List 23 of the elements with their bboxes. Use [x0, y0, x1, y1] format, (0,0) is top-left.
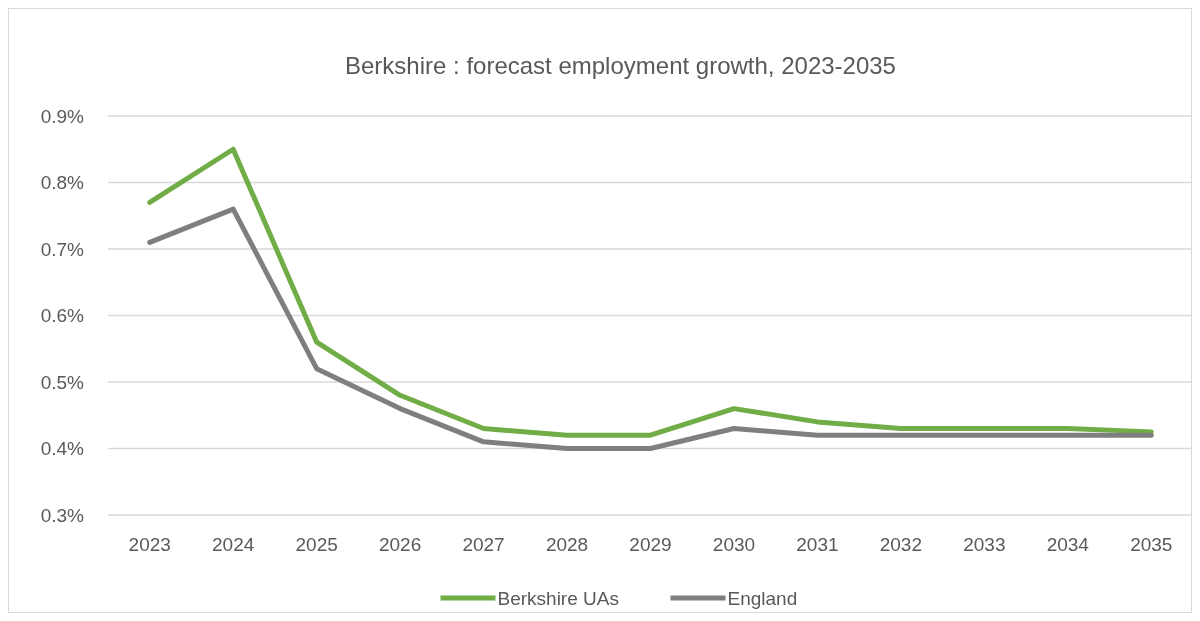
chart-title: Berkshire : forecast employment growth, 2023-2035 [345, 52, 896, 79]
y-tick-label: 0.6% [40, 305, 85, 327]
x-tick-label: 2035 [1130, 534, 1173, 555]
legend-label: Berkshire UAs [497, 587, 619, 609]
x-tick-label: 2023 [128, 534, 171, 555]
x-tick-label: 2030 [712, 534, 756, 555]
y-tick-label: 0.8% [40, 172, 85, 194]
x-tick-label: 2031 [796, 534, 839, 555]
x-tick-label: 2034 [1046, 534, 1090, 555]
x-tick-label: 2024 [212, 534, 255, 555]
y-tick-label: 0.7% [40, 238, 85, 260]
y-tick-label: 0.3% [40, 504, 85, 526]
x-tick-label: 2025 [295, 534, 338, 555]
x-tick-label: 2026 [378, 534, 422, 555]
y-tick-label: 0.9% [40, 105, 85, 127]
legend-label: England [727, 587, 798, 609]
x-tick-label: 2032 [879, 534, 923, 555]
x-tick-label: 2029 [629, 534, 672, 555]
x-tick-label: 2027 [462, 534, 505, 555]
x-tick-label: 2028 [545, 534, 589, 555]
x-tick-label: 2033 [963, 534, 1006, 555]
y-tick-label: 0.4% [40, 438, 85, 460]
y-tick-label: 0.5% [40, 371, 85, 393]
